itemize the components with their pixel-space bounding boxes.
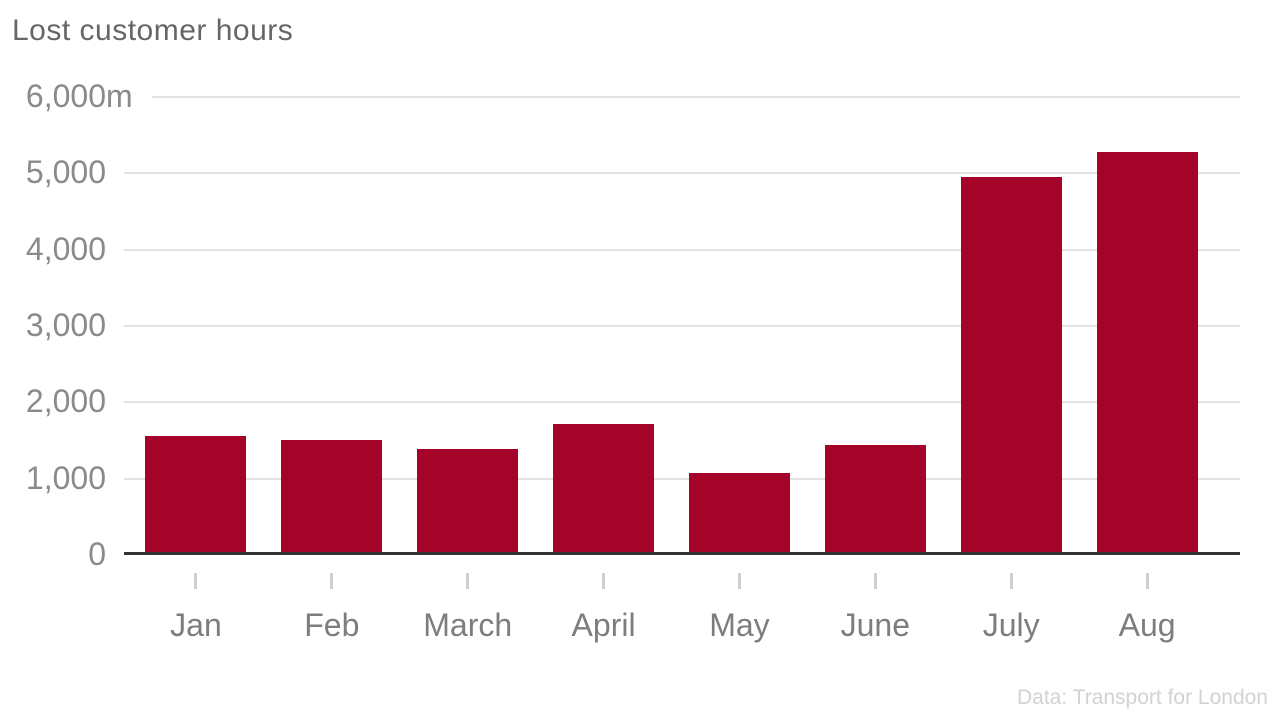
bar-slot-june (807, 445, 943, 553)
y-gridline (124, 324, 1240, 327)
x-axis-label-july: July (982, 607, 1040, 643)
x-axis-slot-march: March (400, 573, 536, 645)
y-axis-tick-value: 1,000 (25, 459, 106, 496)
x-axis-label-feb: Feb (304, 607, 360, 643)
x-axis-tick-mark (602, 573, 606, 589)
bars-layer (128, 0, 1215, 553)
y-axis-tick-value: 4,000 (25, 230, 106, 267)
bar-slot-jan (128, 436, 264, 553)
x-axis-slot-feb: Feb (264, 573, 400, 645)
y-axis-tick-value: 5,000 (25, 154, 106, 191)
x-axis-layer: Jan Feb March April May June July Aug (128, 573, 1215, 645)
bar-june (824, 445, 926, 553)
x-axis-label-aug: Aug (1118, 607, 1176, 643)
y-axis-tick-value: 6,000 (25, 78, 106, 114)
x-axis-slot-june: June (807, 573, 943, 645)
bar-jan (145, 436, 247, 553)
bar-slot-may (672, 473, 808, 553)
y-gridline (124, 248, 1240, 251)
x-axis-slot-jan: Jan (128, 573, 264, 645)
x-axis-tick-mark (194, 573, 198, 589)
x-axis-label-april: April (571, 607, 636, 643)
y-axis-tick-value: 0 (88, 536, 106, 572)
y-axis-tick-label: 3,000 (0, 305, 106, 345)
x-axis-slot-april: April (536, 573, 672, 645)
x-axis-slot-may: May (672, 573, 808, 645)
x-axis-slot-aug: Aug (1079, 573, 1215, 645)
y-axis-tick-label: 5,000 (0, 152, 106, 192)
y-gridline (124, 401, 1240, 404)
x-axis-tick-mark (466, 573, 470, 589)
x-axis-label-may: May (709, 607, 770, 643)
y-axis-tick-label: 6,000 m (0, 76, 133, 116)
bar-march (417, 449, 519, 553)
y-axis-tick-label: 0 (0, 534, 106, 574)
bar-slot-march (400, 449, 536, 553)
y-gridline (124, 172, 1240, 175)
bar-april (553, 424, 655, 553)
bar-aug (1096, 152, 1198, 553)
bar-slot-july (943, 177, 1079, 553)
chart-title: Lost customer hours (12, 14, 294, 47)
y-gridline (124, 477, 1240, 480)
bar-slot-aug (1079, 152, 1215, 553)
y-axis-tick-label: 4,000 (0, 229, 106, 269)
y-axis-tick-value: 2,000 (25, 383, 106, 420)
y-axis-tick-value: 3,000 (25, 306, 106, 343)
y-axis-tick-label: 1,000 (0, 458, 106, 498)
y-axis-unit-label: m (106, 78, 133, 114)
x-axis-label-march: March (423, 607, 513, 643)
bar-slot-april (536, 424, 672, 553)
x-axis-label-june: June (840, 607, 910, 643)
x-axis-tick-mark (1009, 573, 1013, 589)
bar-feb (281, 440, 383, 553)
data-source-attribution: Data: Transport for London (1017, 686, 1268, 709)
x-axis-tick-mark (737, 573, 741, 589)
x-axis-tick-mark (873, 573, 877, 589)
x-axis-baseline (124, 552, 1240, 555)
bar-slot-feb (264, 440, 400, 553)
x-axis-tick-mark (1145, 573, 1149, 589)
x-axis-tick-mark (330, 573, 334, 589)
y-axis-tick-label: 2,000 (0, 381, 106, 421)
bar-july (960, 177, 1062, 553)
bar-may (688, 473, 790, 553)
y-gridline (152, 96, 1240, 98)
x-axis-label-jan: Jan (170, 607, 222, 643)
x-axis-slot-july: July (943, 573, 1079, 645)
